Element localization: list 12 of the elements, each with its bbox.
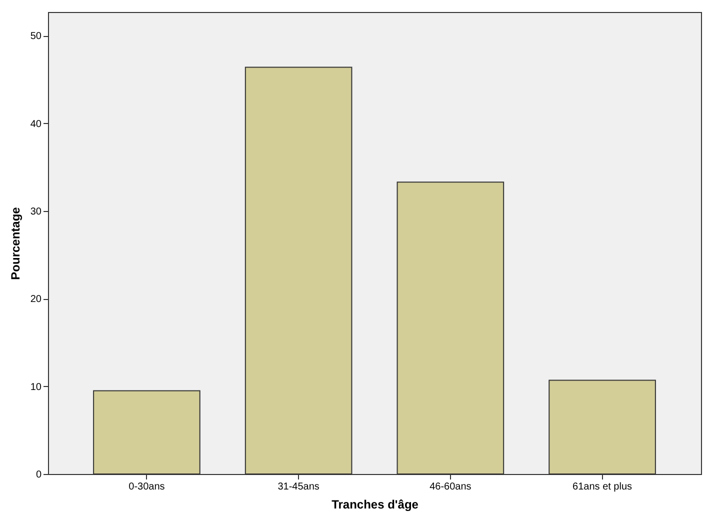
x-tick-label: 46-60ans	[430, 482, 472, 492]
y-tick-label: 20	[30, 294, 42, 306]
y-tick-label: 50	[30, 31, 42, 42]
y-axis-title: Pourcentage	[8, 206, 22, 280]
y-tick-label: 0	[36, 470, 42, 480]
y-tick-label: 40	[30, 118, 42, 130]
x-tick-label: 61ans et plus	[572, 482, 632, 492]
x-axis-title: Tranches d'âge	[332, 498, 419, 512]
y-tick-label: 30	[30, 206, 42, 218]
x-tick-label: 31-45ans	[278, 482, 320, 492]
y-tick-label: 10	[30, 382, 42, 393]
x-tick-label: 0-30ans	[128, 482, 165, 492]
